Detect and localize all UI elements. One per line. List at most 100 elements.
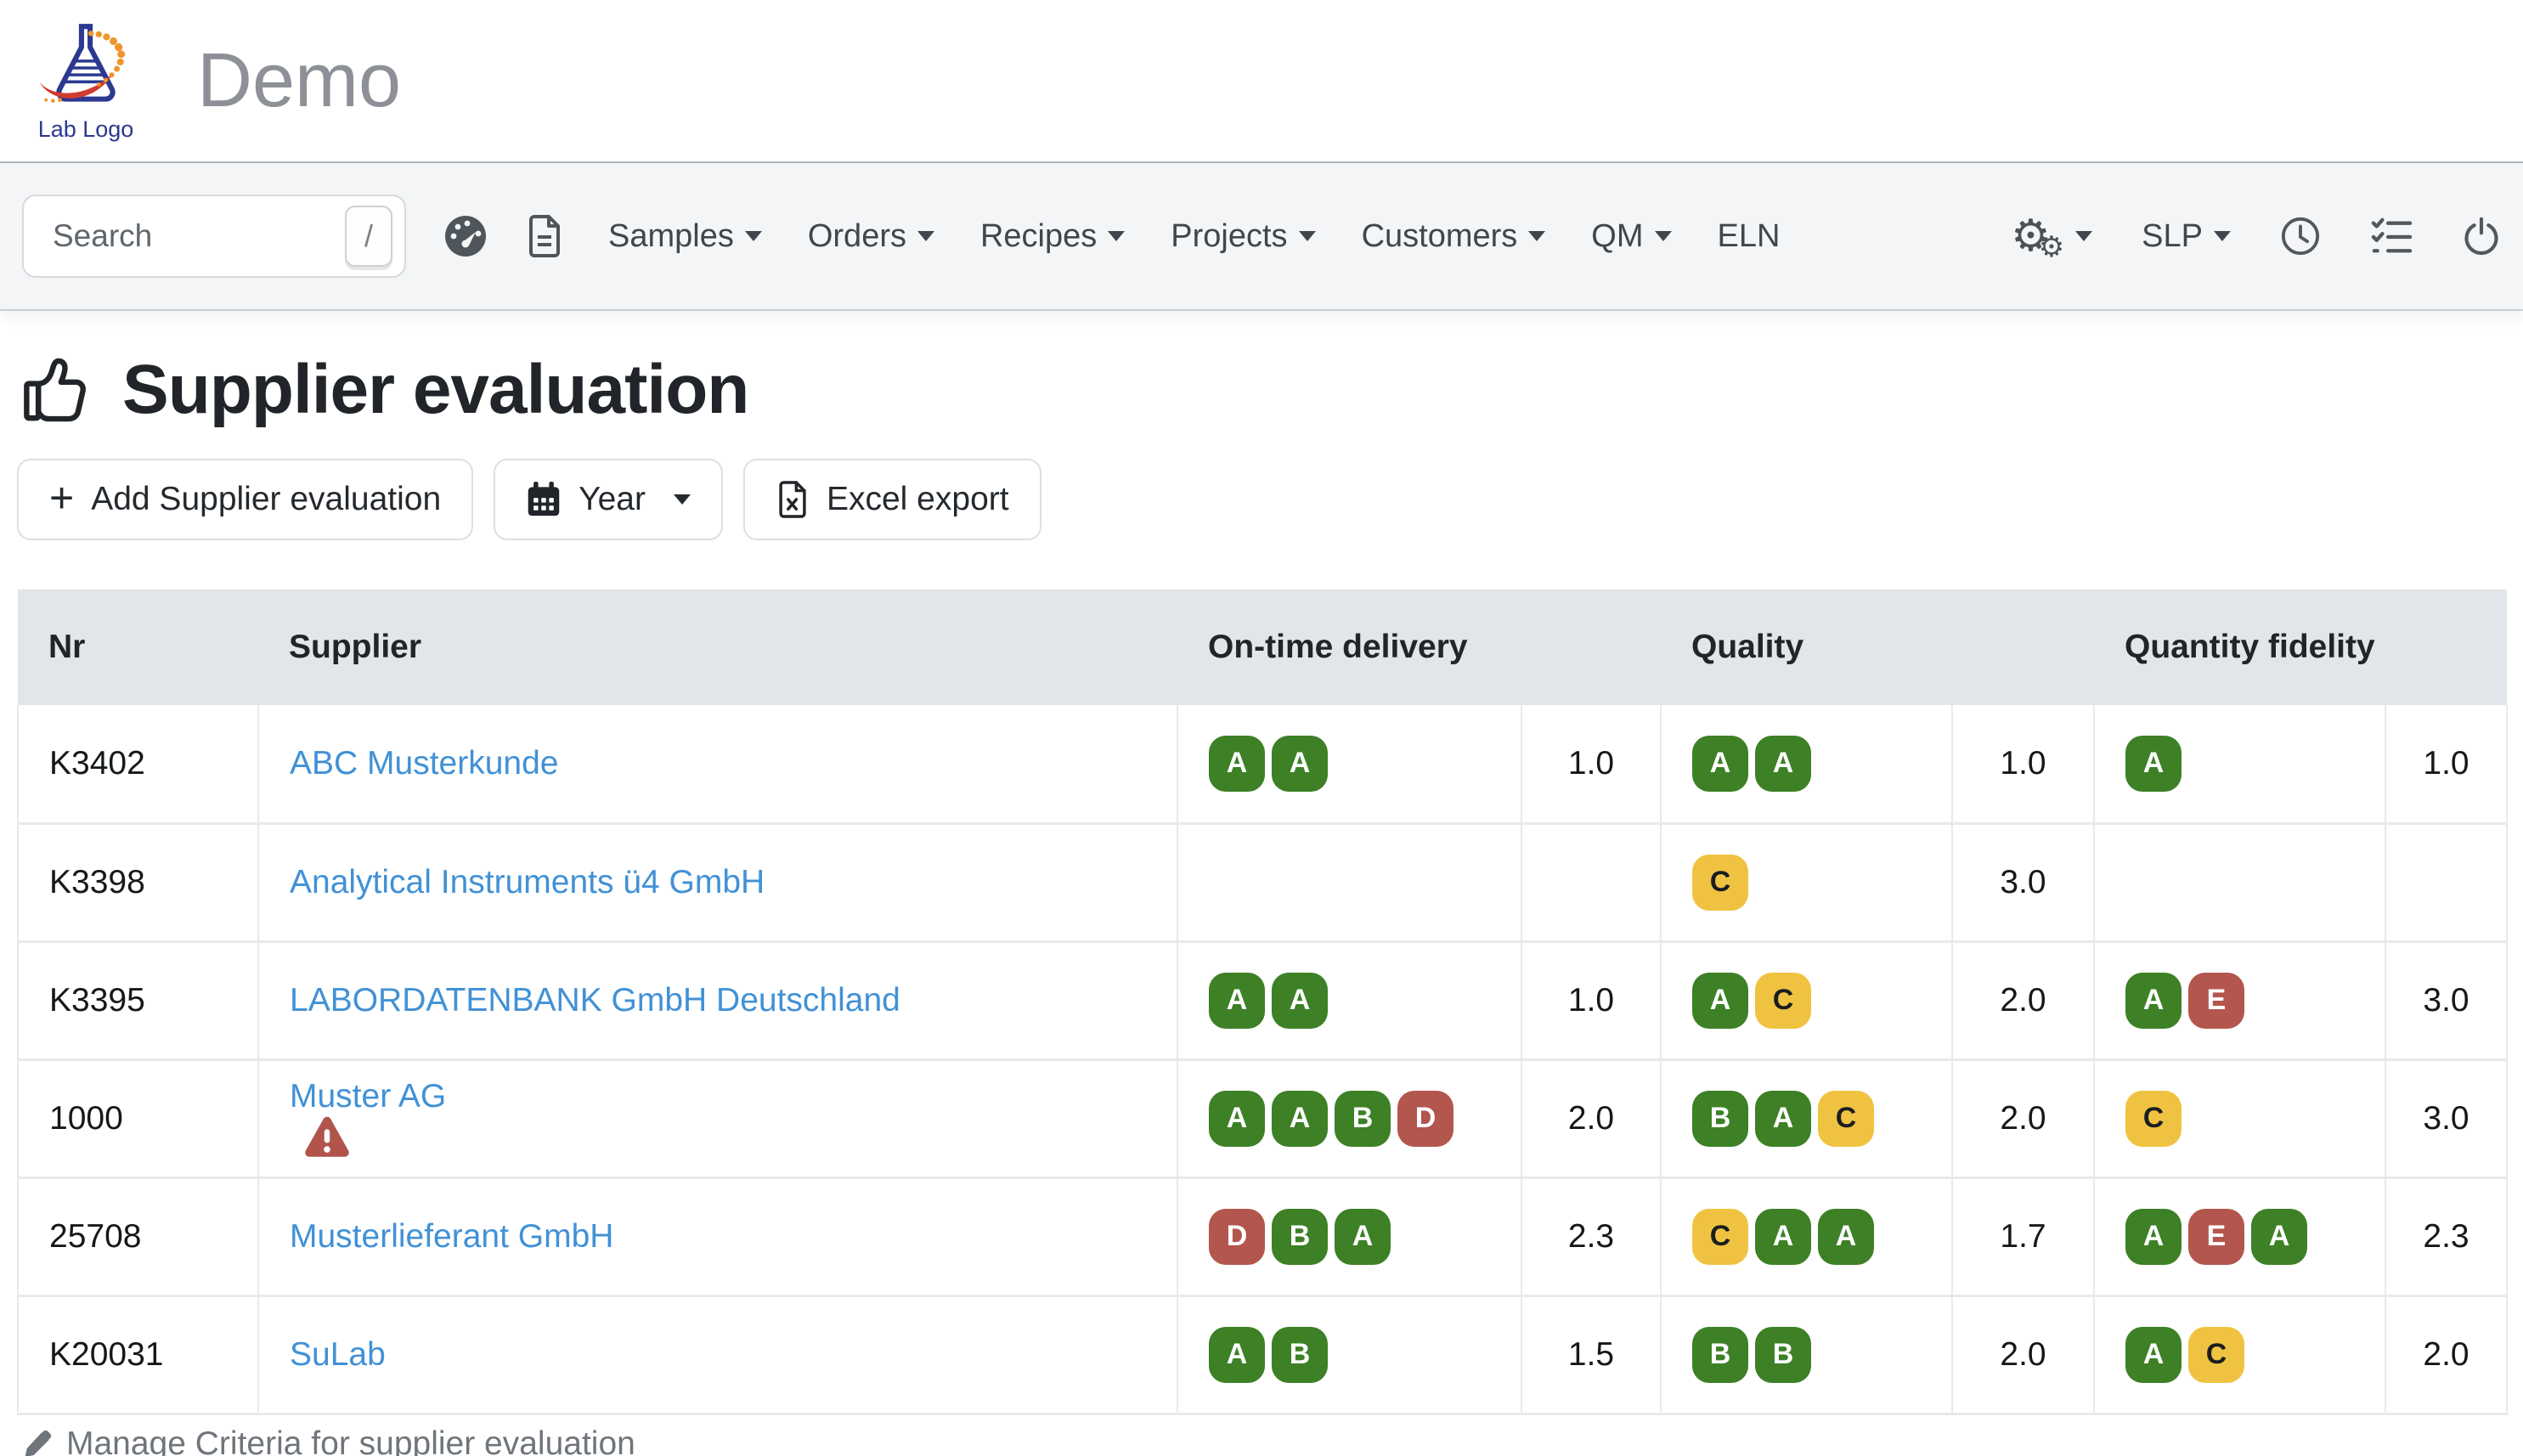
qf-value: 3.0 <box>2385 1059 2508 1179</box>
chevron-down-icon <box>1654 231 1672 241</box>
nav-menu-customers[interactable]: Customers <box>1362 218 1546 255</box>
grade-badge: A <box>1755 735 1811 792</box>
document-icon[interactable] <box>525 214 564 258</box>
add-supplier-evaluation-button[interactable]: + Add Supplier evaluation <box>17 459 474 540</box>
supplier-nr: 1000 <box>17 1059 259 1179</box>
supplier-link[interactable]: LABORDATENBANK GmbH Deutschland <box>290 981 900 1019</box>
nav-menu-label: QM <box>1591 217 1644 254</box>
grade-badge: A <box>1209 735 1265 792</box>
nav-menu-label: Orders <box>807 217 906 254</box>
year-dropdown-button[interactable]: Year <box>494 459 723 540</box>
excel-export-button[interactable]: Excel export <box>742 459 1041 540</box>
year-button-label: Year <box>579 481 646 517</box>
supplier-link[interactable]: Analytical Instruments ü4 GmbH <box>290 863 765 900</box>
supplier-link[interactable]: Musterlieferant GmbH <box>290 1217 614 1255</box>
slash-key-badge: / <box>345 206 392 267</box>
grade-badge: A <box>2125 1208 2182 1265</box>
qf-value: 1.0 <box>2385 705 2508 825</box>
qf-badges: A <box>2125 735 2385 792</box>
user-initials: SLP <box>2142 217 2203 254</box>
supplier-nr: 25708 <box>17 1177 259 1297</box>
nav-menu-label: Recipes <box>979 217 1098 254</box>
excel-file-icon <box>779 481 806 518</box>
chevron-down-icon <box>744 231 762 241</box>
grade-badge: B <box>1692 1326 1748 1383</box>
otd-value: 1.5 <box>1521 1295 1662 1415</box>
supplier-nr: K3402 <box>17 705 259 825</box>
power-icon[interactable] <box>2462 216 2501 257</box>
tachometer-icon[interactable] <box>443 214 488 258</box>
nav-menu-orders[interactable]: Orders <box>808 218 934 255</box>
qf-value <box>2385 823 2508 943</box>
manage-criteria-label: Manage Criteria for supplier evaluation <box>66 1425 635 1456</box>
quality-value: 3.0 <box>1952 823 2095 943</box>
user-menu-slp[interactable]: SLP <box>2142 218 2231 255</box>
plus-icon: + <box>49 474 75 522</box>
chevron-down-icon <box>2075 231 2093 241</box>
quality-value: 2.0 <box>1952 1059 2095 1179</box>
grade-badge: E <box>2188 1208 2244 1265</box>
otd-value <box>1521 823 1662 943</box>
col-header-quality-value <box>1952 590 2094 705</box>
grade-badge: D <box>1397 1090 1453 1147</box>
search-input[interactable] <box>22 195 406 278</box>
col-header-nr: Nr <box>18 590 258 705</box>
nav-menu-samples[interactable]: Samples <box>608 218 762 255</box>
nav-menu-recipes[interactable]: Recipes <box>979 217 1126 255</box>
nav-menu-eln[interactable]: ELN <box>1718 218 1781 255</box>
grade-badge: C <box>1755 972 1811 1029</box>
qf-value: 2.3 <box>2385 1177 2508 1297</box>
navbar-right: ⚙ ⚙ SLP <box>2011 208 2501 264</box>
app-title: Demo <box>197 37 402 123</box>
chevron-down-icon <box>1298 231 1316 241</box>
grade-badge: D <box>1209 1208 1265 1265</box>
otd-value: 2.0 <box>1521 1059 1662 1179</box>
grade-badge: C <box>2125 1090 2182 1147</box>
pencil-icon <box>25 1430 52 1456</box>
warning-icon[interactable] <box>303 1115 351 1160</box>
grade-badge: A <box>1209 1090 1265 1147</box>
table-row: K3398 Analytical Instruments ü4 GmbH C 3… <box>17 823 2508 943</box>
supplier-link[interactable]: ABC Musterkunde <box>290 744 559 782</box>
quality-value: 1.7 <box>1952 1177 2095 1297</box>
supplier-link[interactable]: Muster AG <box>290 1077 447 1115</box>
qf-badges: C <box>2125 1090 2385 1147</box>
grade-badge: A <box>2125 972 2182 1029</box>
grade-badge: C <box>2188 1326 2244 1383</box>
main-content: Supplier evaluation + Add Supplier evalu… <box>0 350 2523 1456</box>
nav-menu-projects[interactable]: Projects <box>1171 217 1316 255</box>
grade-badge: A <box>1335 1208 1391 1265</box>
grade-badge: B <box>1692 1090 1748 1147</box>
grade-badge: A <box>2125 1326 2182 1383</box>
col-header-otd-value <box>1521 590 1661 705</box>
logo-caption: Lab Logo <box>37 116 134 142</box>
lab-logo[interactable]: Lab Logo <box>22 20 150 143</box>
page-title: Supplier evaluation <box>17 350 2506 430</box>
manage-criteria-link[interactable]: Manage Criteria for supplier evaluation <box>17 1425 2506 1456</box>
nav-menu-qm[interactable]: QM <box>1591 217 1672 255</box>
add-button-label: Add Supplier evaluation <box>91 481 442 517</box>
chevron-down-icon <box>673 494 691 505</box>
settings-gears-menu[interactable]: ⚙ ⚙ <box>2011 208 2093 264</box>
checklist-icon[interactable] <box>2370 217 2413 256</box>
col-header-qf: Quantity fidelity <box>2094 590 2385 705</box>
clock-icon[interactable] <box>2280 216 2321 257</box>
grade-badge: A <box>1818 1208 1874 1265</box>
quality-value: 2.0 <box>1952 1295 2095 1415</box>
supplier-link[interactable]: SuLab <box>290 1335 386 1373</box>
nav-menu-label: Projects <box>1171 217 1288 254</box>
supplier-nr: K3398 <box>17 823 259 943</box>
chevron-down-icon <box>2214 231 2231 241</box>
grade-badge: B <box>1335 1090 1391 1147</box>
